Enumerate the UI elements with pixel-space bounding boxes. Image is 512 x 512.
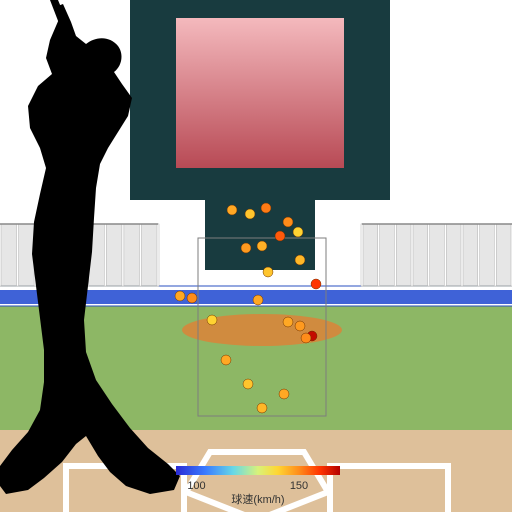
pitch-marker <box>279 389 289 399</box>
pitch-marker <box>275 231 285 241</box>
pitch-marker <box>283 317 293 327</box>
mound-dirt <box>182 314 342 346</box>
pitch-marker <box>263 267 273 277</box>
pitch-marker <box>293 227 303 237</box>
pitch-marker <box>295 321 305 331</box>
pitch-marker <box>245 209 255 219</box>
pitch-marker <box>207 315 217 325</box>
pitch-marker <box>257 403 267 413</box>
legend-tick: 150 <box>290 480 308 492</box>
legend-bar <box>176 466 340 475</box>
pitch-marker <box>221 355 231 365</box>
pitch-marker <box>311 279 321 289</box>
stands-right <box>361 224 512 286</box>
pitch-marker <box>227 205 237 215</box>
pitch-marker <box>257 241 267 251</box>
pitch-marker <box>241 243 251 253</box>
scoreboard-screen <box>176 18 344 168</box>
legend-title: 球速(km/h) <box>231 492 284 506</box>
pitch-marker <box>187 293 197 303</box>
pitch-marker <box>261 203 271 213</box>
pitch-marker <box>295 255 305 265</box>
legend-tick: 100 <box>187 480 205 492</box>
pitch-marker <box>301 333 311 343</box>
pitch-marker <box>175 291 185 301</box>
pitch-marker <box>283 217 293 227</box>
pitch-marker <box>253 295 263 305</box>
pitch-marker <box>243 379 253 389</box>
